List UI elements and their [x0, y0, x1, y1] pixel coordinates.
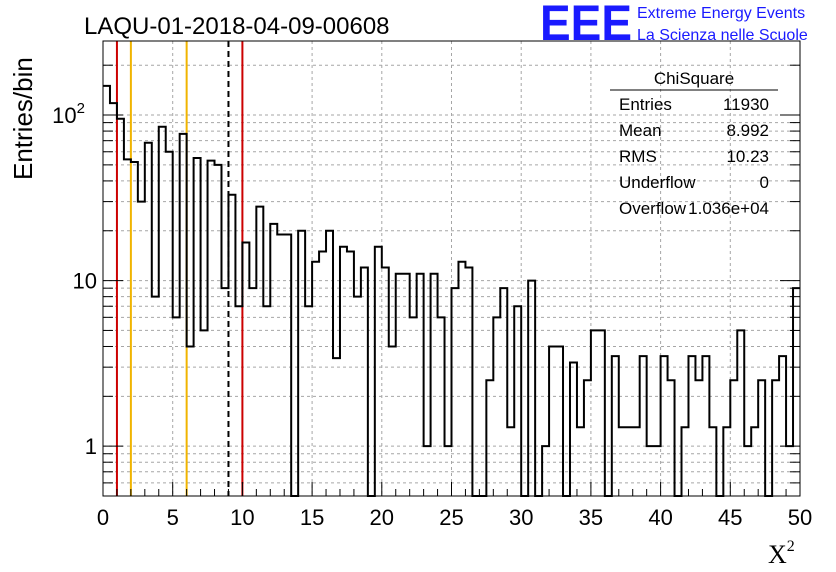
- x-tick-label: 40: [648, 505, 672, 530]
- logo-line-2: La Scienza nelle Scuole: [637, 27, 808, 44]
- y-axis-label: Entries/bin: [8, 57, 38, 180]
- stats-row-value: 1.036e+04: [688, 199, 769, 218]
- histogram-line: [103, 84, 800, 497]
- x-axis-label: X2: [768, 538, 795, 569]
- stats-row-label: Underflow: [619, 173, 696, 192]
- eee-logo: EEE Extreme Energy Events La Scienza nel…: [540, 0, 808, 51]
- logo-line-1: Extreme Energy Events: [637, 5, 805, 22]
- y-tick-label: 1: [85, 434, 97, 459]
- stats-box: ChiSquare Entries 11930 Mean 8.992 RMS 10.23 U…: [610, 69, 778, 218]
- x-tick-label: 0: [97, 505, 109, 530]
- y-tick-label: 102: [52, 100, 85, 128]
- stats-row-label: RMS: [619, 147, 657, 166]
- logo-mark: EEE: [540, 0, 632, 51]
- x-tick-label: 25: [439, 505, 463, 530]
- x-tick-label: 45: [718, 505, 742, 530]
- stats-row-value: 11930: [723, 95, 769, 114]
- x-tick-label: 10: [230, 505, 254, 530]
- y-tick-labels: 1 10 102: [52, 100, 97, 459]
- x-tick-label: 20: [370, 505, 394, 530]
- x-tick-labels: 0 5 10 15 20 25 30 35 40 45 50: [97, 505, 812, 530]
- stats-row-label: Mean: [619, 121, 662, 140]
- x-tick-label: 35: [579, 505, 603, 530]
- axis-ticks: [102, 64, 801, 497]
- stats-row-label: Overflow: [619, 199, 687, 218]
- x-tick-label: 15: [300, 505, 324, 530]
- stats-row-value: 8.992: [726, 121, 769, 140]
- x-tick-label: 5: [167, 505, 179, 530]
- stats-row-value: 10.23: [726, 147, 769, 166]
- stats-row-value: 0: [760, 173, 769, 192]
- y-tick-label: 10: [73, 269, 97, 294]
- x-tick-label: 30: [509, 505, 533, 530]
- stats-title: ChiSquare: [654, 69, 734, 88]
- chart-title: LAQU-01-2018-04-09-00608: [84, 13, 390, 40]
- x-tick-label: 50: [788, 505, 812, 530]
- stats-rows: Entries 11930 Mean 8.992 RMS 10.23 Underflow 0 O…: [619, 95, 769, 218]
- stats-row-label: Entries: [619, 95, 672, 114]
